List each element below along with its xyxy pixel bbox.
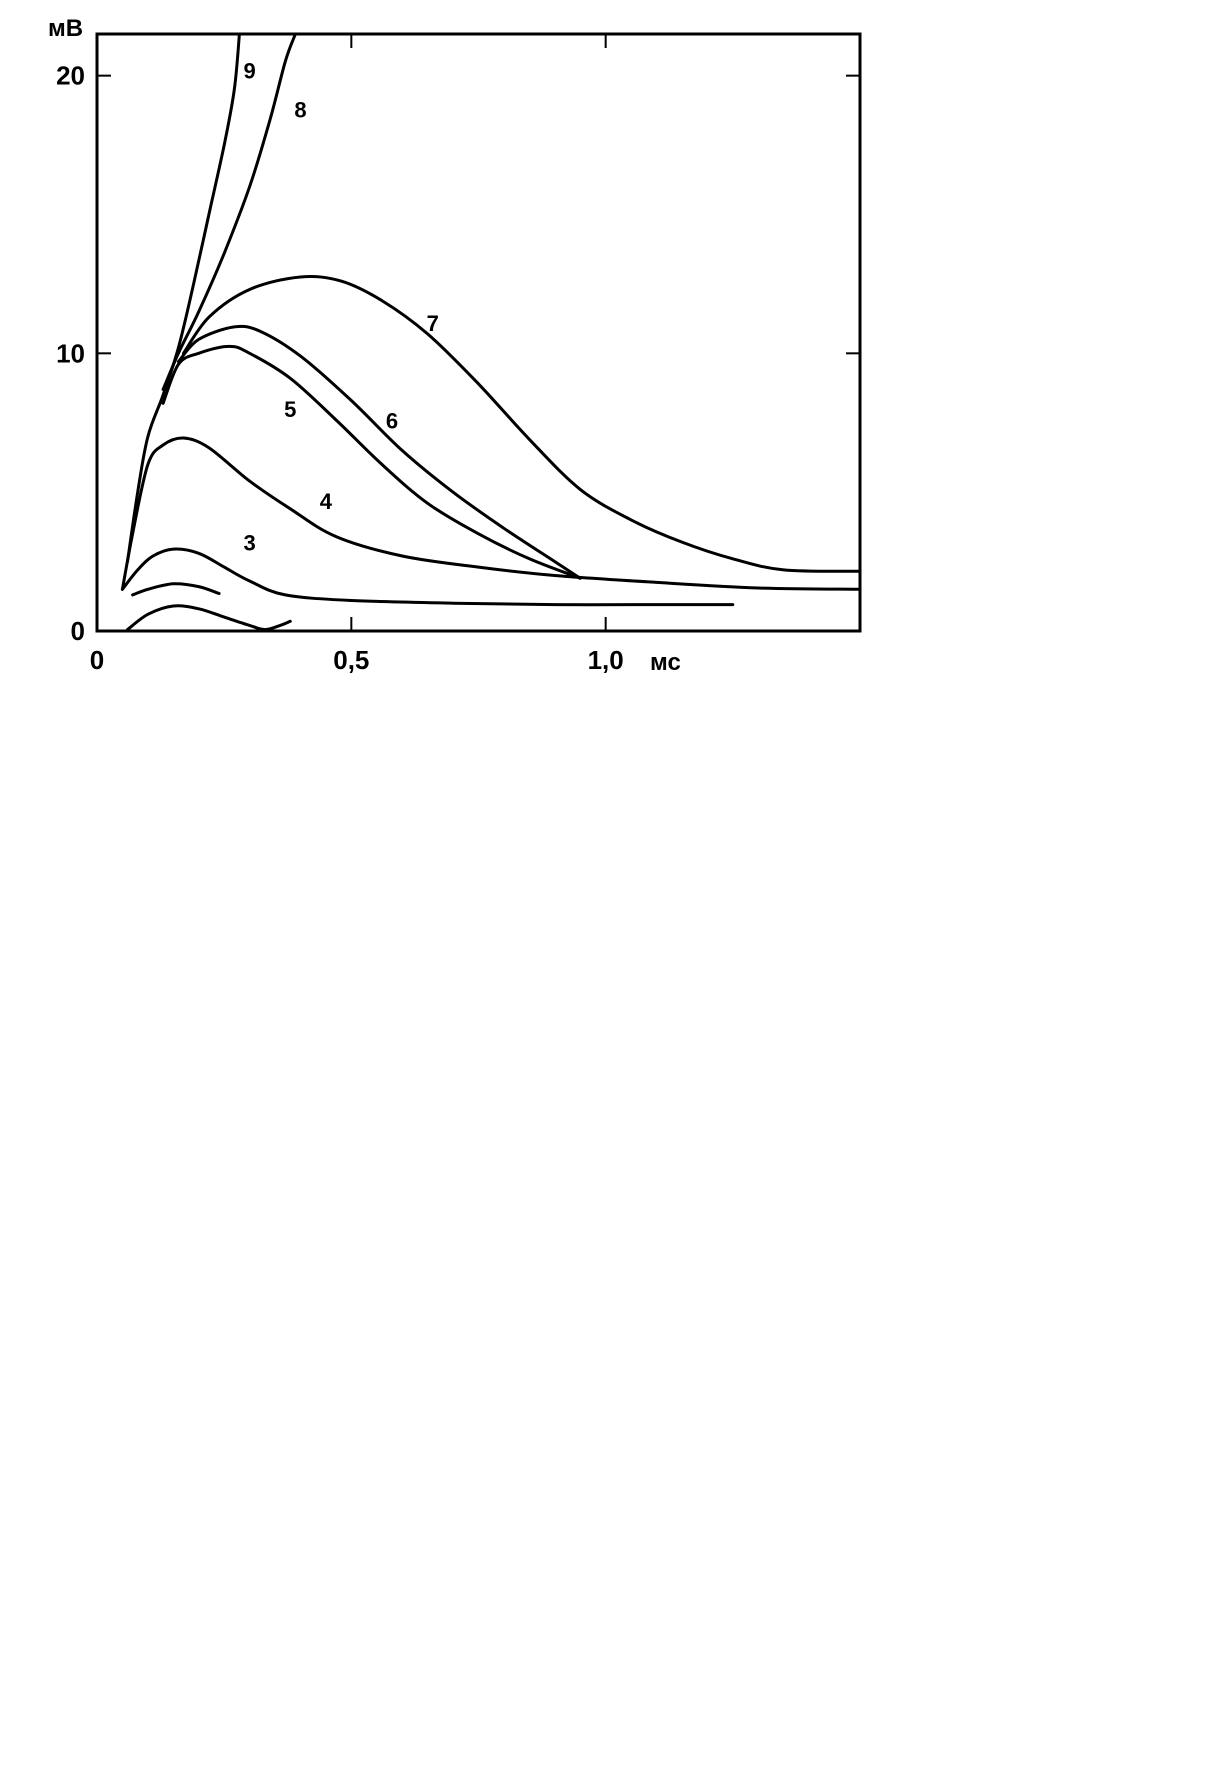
curve-label-7: 7 xyxy=(427,311,439,336)
y-tick-label: 0 xyxy=(71,616,85,646)
curve-label-8: 8 xyxy=(294,97,306,122)
curve-3 xyxy=(120,547,735,607)
curve-unlabeled-1 xyxy=(126,604,292,632)
y-tick-label: 20 xyxy=(56,61,85,91)
x-tick-label: 0,5 xyxy=(333,645,369,675)
curve-9 xyxy=(126,32,241,564)
curve-4 xyxy=(120,436,862,591)
curve-label-4: 4 xyxy=(320,489,333,514)
curve-label-9: 9 xyxy=(243,58,255,83)
curve-8 xyxy=(161,32,297,391)
curve-6 xyxy=(176,324,582,580)
x-tick-label: 0 xyxy=(90,645,104,675)
curve-7 xyxy=(182,275,862,573)
curves xyxy=(120,32,862,632)
tick-labels: 0 10 20 0 0,5 1,0 xyxy=(56,61,624,675)
curve-label-3: 3 xyxy=(243,530,255,555)
curve-labels: 3 4 5 6 7 8 9 xyxy=(243,58,438,555)
curve-5 xyxy=(161,344,582,580)
curve-label-6: 6 xyxy=(386,408,398,433)
x-tick-label: 1,0 xyxy=(588,645,624,675)
axis-ticks xyxy=(97,34,860,631)
y-tick-label: 10 xyxy=(56,338,85,368)
y-axis-unit: мВ xyxy=(48,15,83,42)
curve-unlabeled-2 xyxy=(131,582,221,597)
curve-label-5: 5 xyxy=(284,397,296,422)
plot-frame xyxy=(95,32,862,633)
x-axis-unit: мс xyxy=(650,649,681,676)
